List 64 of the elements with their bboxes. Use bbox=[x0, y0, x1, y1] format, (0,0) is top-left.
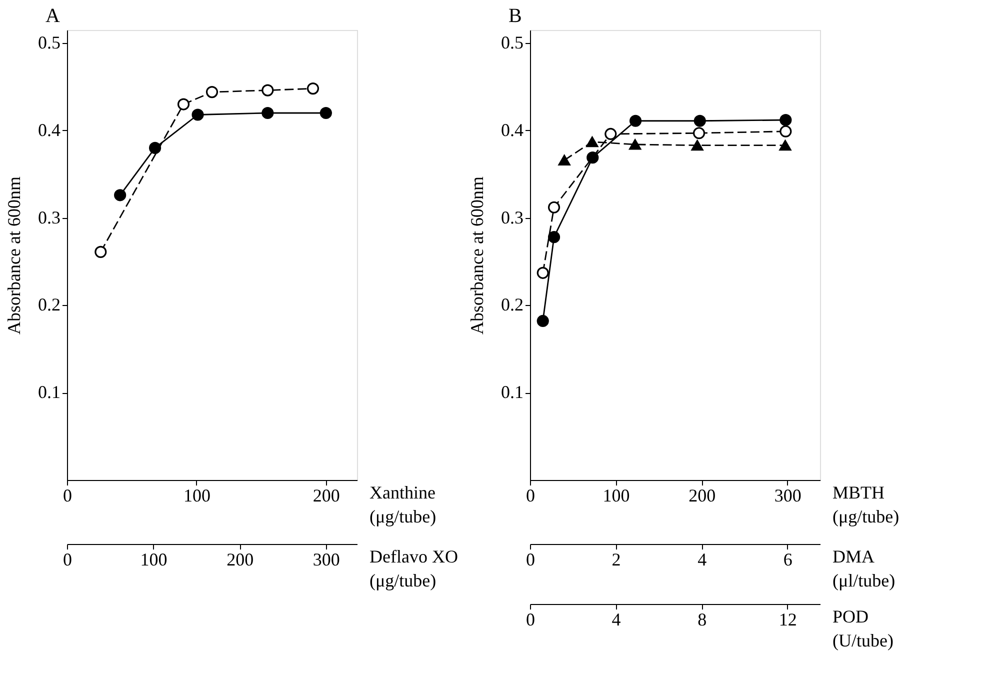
point bbox=[586, 152, 599, 164]
y-axis-title: Absorbance at 600nm bbox=[467, 176, 487, 334]
chart-title: B bbox=[508, 5, 522, 27]
point bbox=[691, 140, 704, 151]
x-axis-title: POD (U/tube) bbox=[832, 606, 894, 650]
point bbox=[548, 231, 560, 244]
point bbox=[536, 266, 549, 279]
y-tick-label: 0.3 bbox=[38, 207, 60, 228]
x-axis-title: Xanthine (μg/tube) bbox=[370, 482, 436, 526]
point bbox=[629, 114, 642, 127]
x-axis-title: MBTH (μg/tube) bbox=[832, 482, 900, 526]
y-tick-label: 0.5 bbox=[38, 32, 60, 53]
chart-title: A bbox=[46, 5, 60, 27]
x2-tick-label: 300 bbox=[312, 550, 340, 570]
x-tick-label: 12 bbox=[778, 610, 797, 630]
y-axis-title: Absorbance at 600nm bbox=[4, 176, 24, 334]
point bbox=[692, 127, 706, 140]
point bbox=[192, 108, 204, 121]
x2-axis-title: Deflavo XO (μg/tube) bbox=[370, 546, 458, 590]
point bbox=[262, 106, 274, 120]
point bbox=[586, 136, 598, 148]
x-tick-label: 300 bbox=[774, 486, 802, 506]
x2-tick-label: 200 bbox=[226, 550, 254, 570]
point bbox=[694, 114, 706, 127]
y-tick-label: 0.5 bbox=[501, 32, 524, 53]
x-tick-label: 100 bbox=[602, 486, 630, 506]
x-tick-label: 0 bbox=[526, 610, 535, 630]
x2-tick-label: 4 bbox=[698, 550, 707, 570]
point bbox=[177, 98, 190, 110]
y-tick-label: 0.2 bbox=[501, 294, 524, 315]
point bbox=[320, 106, 332, 120]
x-tick-label: 0 bbox=[526, 486, 535, 506]
y-tick-label: 0.3 bbox=[501, 207, 524, 228]
x2-tick-label: 0 bbox=[63, 550, 72, 570]
point bbox=[148, 142, 162, 154]
point bbox=[94, 246, 107, 258]
x2-axis-title: DMA (μl/tube) bbox=[832, 546, 896, 590]
x-tick-label: 0 bbox=[63, 486, 72, 506]
point bbox=[629, 139, 642, 150]
x2-tick-label: 6 bbox=[783, 550, 792, 570]
x-tick-label: 200 bbox=[312, 486, 340, 506]
x2-tick-label: 2 bbox=[612, 550, 621, 570]
point bbox=[262, 84, 274, 96]
point bbox=[558, 154, 570, 166]
point bbox=[604, 128, 617, 140]
y-tick-label: 0.2 bbox=[38, 294, 60, 315]
point bbox=[114, 189, 126, 202]
point bbox=[306, 82, 320, 95]
x2-tick-label: 100 bbox=[140, 550, 168, 570]
x2-tick-label: 0 bbox=[526, 550, 535, 570]
x-tick-label: 4 bbox=[612, 610, 621, 630]
x-tick-label: 200 bbox=[688, 486, 716, 506]
y-tick-label: 0.1 bbox=[501, 382, 524, 402]
point bbox=[780, 125, 792, 138]
y-tick-label: 0.4 bbox=[38, 120, 60, 140]
point bbox=[206, 86, 218, 98]
point bbox=[779, 140, 792, 151]
y-tick-label: 0.4 bbox=[501, 120, 524, 140]
point bbox=[780, 114, 792, 126]
point bbox=[548, 201, 560, 214]
x-tick-label: 100 bbox=[183, 486, 210, 506]
x-tick-label: 8 bbox=[698, 610, 707, 630]
y-tick-label: 0.1 bbox=[38, 382, 60, 402]
point bbox=[536, 314, 549, 328]
